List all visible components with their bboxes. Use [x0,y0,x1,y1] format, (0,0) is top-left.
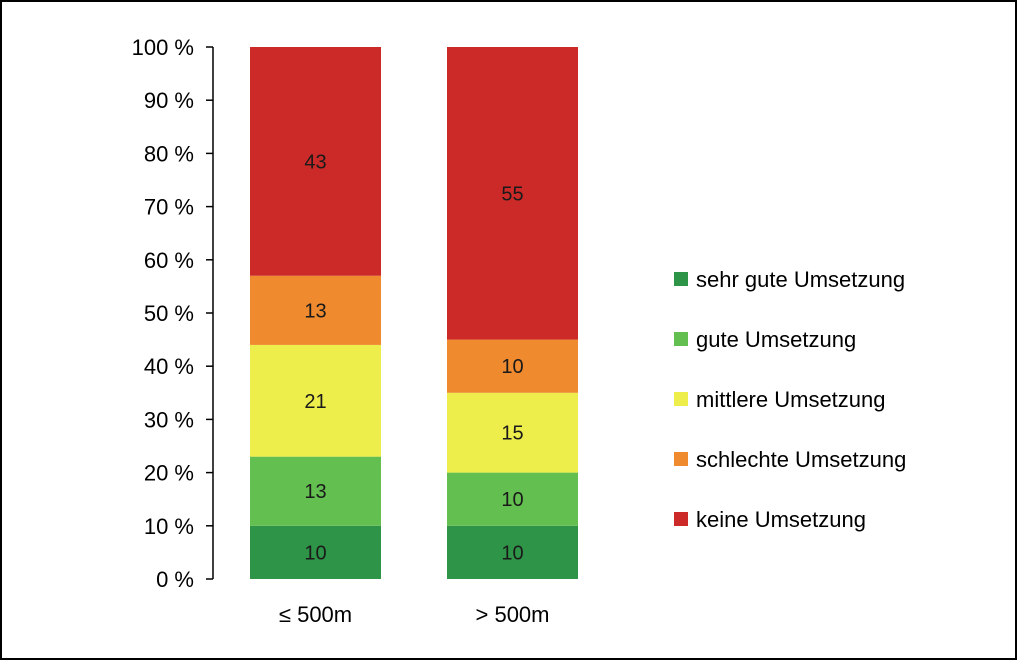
bar-segment [250,456,381,526]
y-tick-label: 30 % [144,407,194,432]
data-label: 10 [501,542,523,564]
data-label: 13 [304,481,326,503]
data-label: 43 [304,151,326,173]
bar-segment [250,344,381,457]
y-tick-label: 50 % [144,301,194,326]
data-label: 10 [304,542,326,564]
y-axis: 0 % 10 % 20 % 30 % 40 % 50 % 60 % 70 % 80 % 90 % 1… [132,35,214,592]
legend-swatch [674,512,688,526]
data-label: 21 [304,391,326,413]
legend: sehr gute Umsetzung gute Umsetzung mittler… [674,267,906,532]
bar-segment [447,47,578,340]
data-label: 13 [304,300,326,322]
data-label: 10 [501,356,523,378]
bar-segment [250,275,381,345]
legend-swatch [674,392,688,406]
data-label: 55 [501,183,523,205]
y-tick-label: 70 % [144,195,194,220]
legend-swatch [674,452,688,466]
x-axis-labels: ≤ 500m > 500m [279,602,550,627]
legend-swatch [674,272,688,286]
legend-label: keine Umsetzung [696,507,866,532]
bar-segment [447,472,578,526]
bar-segment [447,339,578,393]
x-category-label: > 500m [476,602,550,627]
y-tick-label: 40 % [144,354,194,379]
data-label: 10 [501,489,523,511]
legend-label: sehr gute Umsetzung [696,267,905,292]
x-category-label: ≤ 500m [279,602,352,627]
bar-segment [447,525,578,579]
y-tick-label: 0 % [156,567,194,592]
bar-segment [250,47,381,276]
bar-segment [447,392,578,473]
bars: 10 13 21 13 43 10 10 15 10 55 [250,47,578,579]
y-tick-label: 90 % [144,88,194,113]
y-tick-label: 100 % [132,35,194,60]
legend-label: mittlere Umsetzung [696,387,886,412]
legend-label: schlechte Umsetzung [696,447,906,472]
legend-swatch [674,332,688,346]
data-label: 15 [501,423,523,445]
y-tick-label: 60 % [144,248,194,273]
y-tick-label: 80 % [144,141,194,166]
y-tick-label: 20 % [144,461,194,486]
bar-segment [250,525,381,579]
legend-label: gute Umsetzung [696,327,856,352]
y-tick-label: 10 % [144,514,194,539]
